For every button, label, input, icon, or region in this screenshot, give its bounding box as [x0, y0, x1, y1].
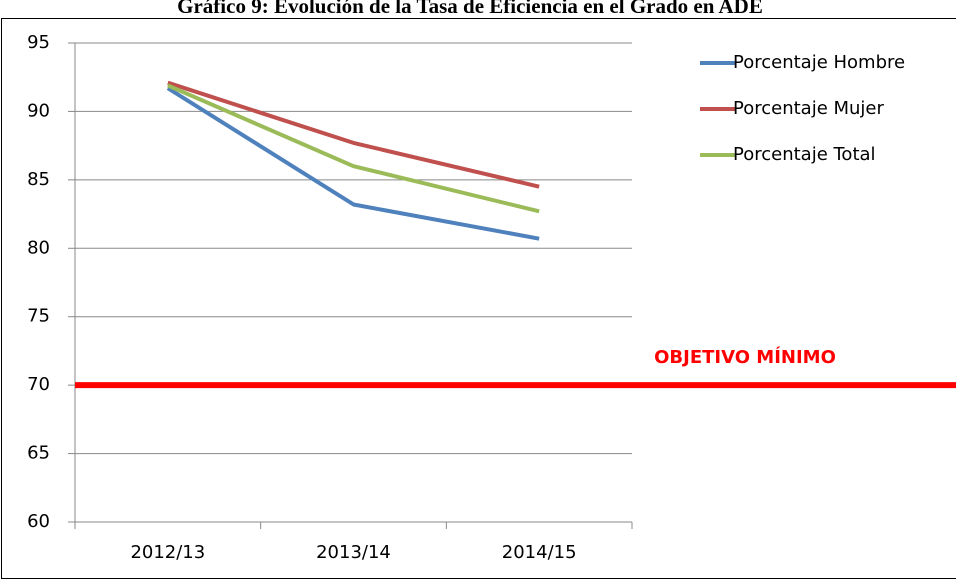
- series-line: [167, 83, 540, 214]
- y-tick-label: 65: [27, 443, 50, 464]
- target-label: OBJETIVO MÍNIMO: [654, 346, 836, 368]
- series-line: [166, 86, 540, 241]
- legend-label: Porcentaje Mujer: [733, 98, 885, 119]
- x-tick-label: 2012/13: [130, 542, 205, 563]
- y-tick-label: 85: [27, 169, 50, 190]
- x-tick-label: 2014/15: [502, 542, 577, 563]
- y-tick-label: 80: [27, 237, 50, 258]
- legend-label: Porcentaje Total: [733, 144, 876, 165]
- y-tick-label: 75: [27, 306, 50, 327]
- x-tick-label: 2013/14: [316, 542, 391, 563]
- series-line: [167, 80, 540, 189]
- y-tick-label: 90: [27, 100, 50, 121]
- y-tick-label: 95: [27, 32, 50, 53]
- chart-title: Gráfico 9: Evolución de la Tasa de Efici…: [177, 0, 763, 18]
- legend-label: Porcentaje Hombre: [733, 52, 905, 73]
- y-tick-label: 70: [27, 374, 50, 395]
- y-tick-label: 60: [27, 511, 50, 532]
